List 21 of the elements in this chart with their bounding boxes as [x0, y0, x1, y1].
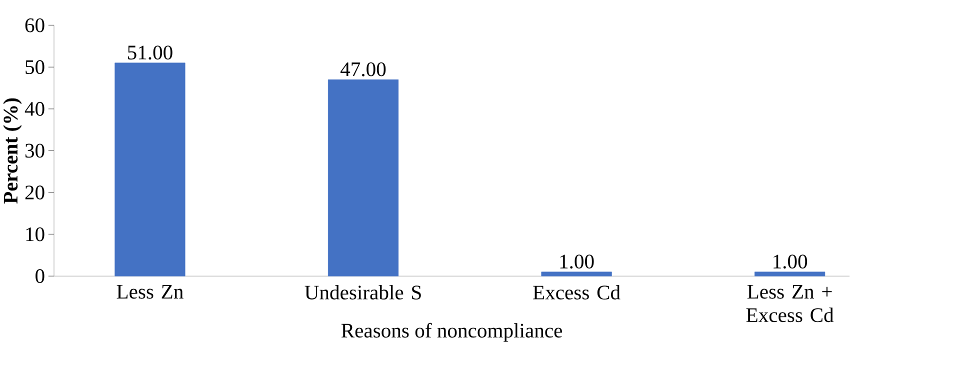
y-axis-title: Percent (%) — [3, 98, 22, 204]
x-tick-label: Undesirable S — [304, 285, 421, 300]
y-tick-label: 50 — [26, 60, 44, 74]
y-tick-label: 10 — [26, 227, 44, 242]
y-tick-label: 40 — [24, 102, 44, 116]
x-tick-label: Less Zn + Excess Cd — [746, 284, 834, 322]
y-tick-label: 20 — [25, 186, 44, 200]
x-tick-label: Excess Cd — [533, 285, 620, 300]
bar — [328, 79, 399, 276]
data-label: 51.00 — [128, 46, 172, 60]
y-tick-label: 0 — [36, 269, 44, 284]
x-axis-title: Reasons of noncompliance — [341, 322, 562, 342]
y-tick-label: 60 — [25, 18, 44, 32]
x-tick-label: Less Zn — [116, 284, 184, 299]
data-label: 1.00 — [774, 254, 808, 269]
data-label: 47.00 — [340, 62, 386, 76]
data-label: 1.00 — [560, 254, 594, 269]
bar — [754, 272, 826, 276]
bar — [541, 272, 612, 276]
bar — [114, 62, 186, 276]
y-tick-label: 30 — [25, 144, 44, 158]
